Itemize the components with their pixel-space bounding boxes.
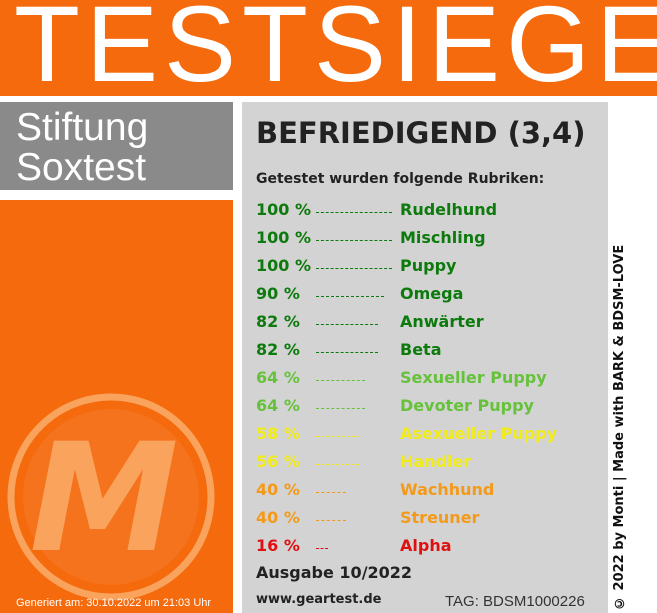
orange-panel: M Generiert am: 30.10.2022 um 21:03 Uhr xyxy=(0,200,233,613)
result-row: 100 % Rudelhund xyxy=(256,200,606,228)
result-percent: 56 % xyxy=(256,452,300,471)
result-category: Streuner xyxy=(400,508,480,527)
tag-id: TAG: BDSM1000226 xyxy=(445,593,585,610)
result-percent: 82 % xyxy=(256,312,300,331)
result-row: 100 % Puppy xyxy=(256,256,606,284)
results-list: 100 % Rudelhund 100 % Mischling 100 % Puppy 90… xyxy=(256,200,606,564)
header-title: TESTSIEGER xyxy=(14,0,657,96)
website-link[interactable]: www.geartest.de xyxy=(256,592,382,607)
result-percent: 90 % xyxy=(256,284,300,303)
result-percent: 40 % xyxy=(256,480,300,499)
result-row: 64 % Sexueller Puppy xyxy=(256,368,606,396)
result-leader-line xyxy=(316,268,392,269)
result-row: 40 % Streuner xyxy=(256,508,606,536)
result-percent: 100 % xyxy=(256,256,311,275)
result-leader-line xyxy=(316,492,346,493)
result-percent: 58 % xyxy=(256,424,300,443)
result-row: 100 % Mischling xyxy=(256,228,606,256)
result-leader-line xyxy=(316,408,365,409)
m-logo-icon: M xyxy=(7,393,215,601)
brand-box: Stiftung Soxtest xyxy=(0,102,233,190)
brand-line-1: Stiftung xyxy=(16,106,149,149)
result-percent: 40 % xyxy=(256,508,300,527)
result-leader-line xyxy=(316,380,365,381)
result-category: Mischling xyxy=(400,228,486,247)
result-category: Omega xyxy=(400,284,464,303)
result-row: 90 % Omega xyxy=(256,284,606,312)
result-category: Beta xyxy=(400,340,442,359)
left-column: Stiftung Soxtest M Generiert am: 30.10.2… xyxy=(0,96,236,613)
result-leader-line xyxy=(316,212,392,213)
result-category: Rudelhund xyxy=(400,200,498,219)
result-category: Handler xyxy=(400,452,472,471)
brand-line-2: Soxtest xyxy=(16,146,147,189)
result-category: Wachhund xyxy=(400,480,495,499)
result-leader-line xyxy=(316,464,359,465)
result-leader-line xyxy=(316,240,392,241)
result-row: 56 % Handler xyxy=(256,452,606,480)
result-leader-line xyxy=(316,296,384,297)
generated-timestamp: Generiert am: 30.10.2022 um 21:03 Uhr xyxy=(16,597,212,609)
result-row: 82 % Anwärter xyxy=(256,312,606,340)
result-category: Sexueller Puppy xyxy=(400,368,547,387)
result-leader-line xyxy=(316,548,328,549)
result-percent: 64 % xyxy=(256,368,300,387)
intro-text: Getestet wurden folgende Rubriken: xyxy=(256,171,545,187)
result-leader-line xyxy=(316,324,378,325)
result-leader-line xyxy=(316,520,346,521)
result-category: Alpha xyxy=(400,536,452,555)
result-row: 16 % Alpha xyxy=(256,536,606,564)
result-leader-line xyxy=(316,436,360,437)
result-percent: 16 % xyxy=(256,536,300,555)
result-category: Puppy xyxy=(400,256,457,275)
result-leader-line xyxy=(316,352,378,353)
logo-inner-disc xyxy=(23,409,199,585)
copyright-credit: © 2022 by Monti | Made with BARK & BDSM-… xyxy=(612,244,627,610)
result-percent: 64 % xyxy=(256,396,300,415)
result-percent: 100 % xyxy=(256,228,311,247)
result-category: Anwärter xyxy=(400,312,484,331)
result-panel: BEFRIEDIGEND (3,4) Getestet wurden folge… xyxy=(242,102,608,613)
result-row: 82 % Beta xyxy=(256,340,606,368)
issue-label: Ausgabe 10/2022 xyxy=(256,563,413,582)
result-percent: 100 % xyxy=(256,200,311,219)
result-category: Devoter Puppy xyxy=(400,396,534,415)
result-row: 58 % Asexueller Puppy xyxy=(256,424,606,452)
rating-title: BEFRIEDIGEND (3,4) xyxy=(256,116,586,150)
result-row: 64 % Devoter Puppy xyxy=(256,396,606,424)
result-row: 40 % Wachhund xyxy=(256,480,606,508)
result-percent: 82 % xyxy=(256,340,300,359)
logo-letter: M xyxy=(29,412,178,586)
result-category: Asexueller Puppy xyxy=(400,424,558,443)
header-banner: TESTSIEGER xyxy=(0,0,657,96)
logo-outer-ring xyxy=(7,393,215,601)
